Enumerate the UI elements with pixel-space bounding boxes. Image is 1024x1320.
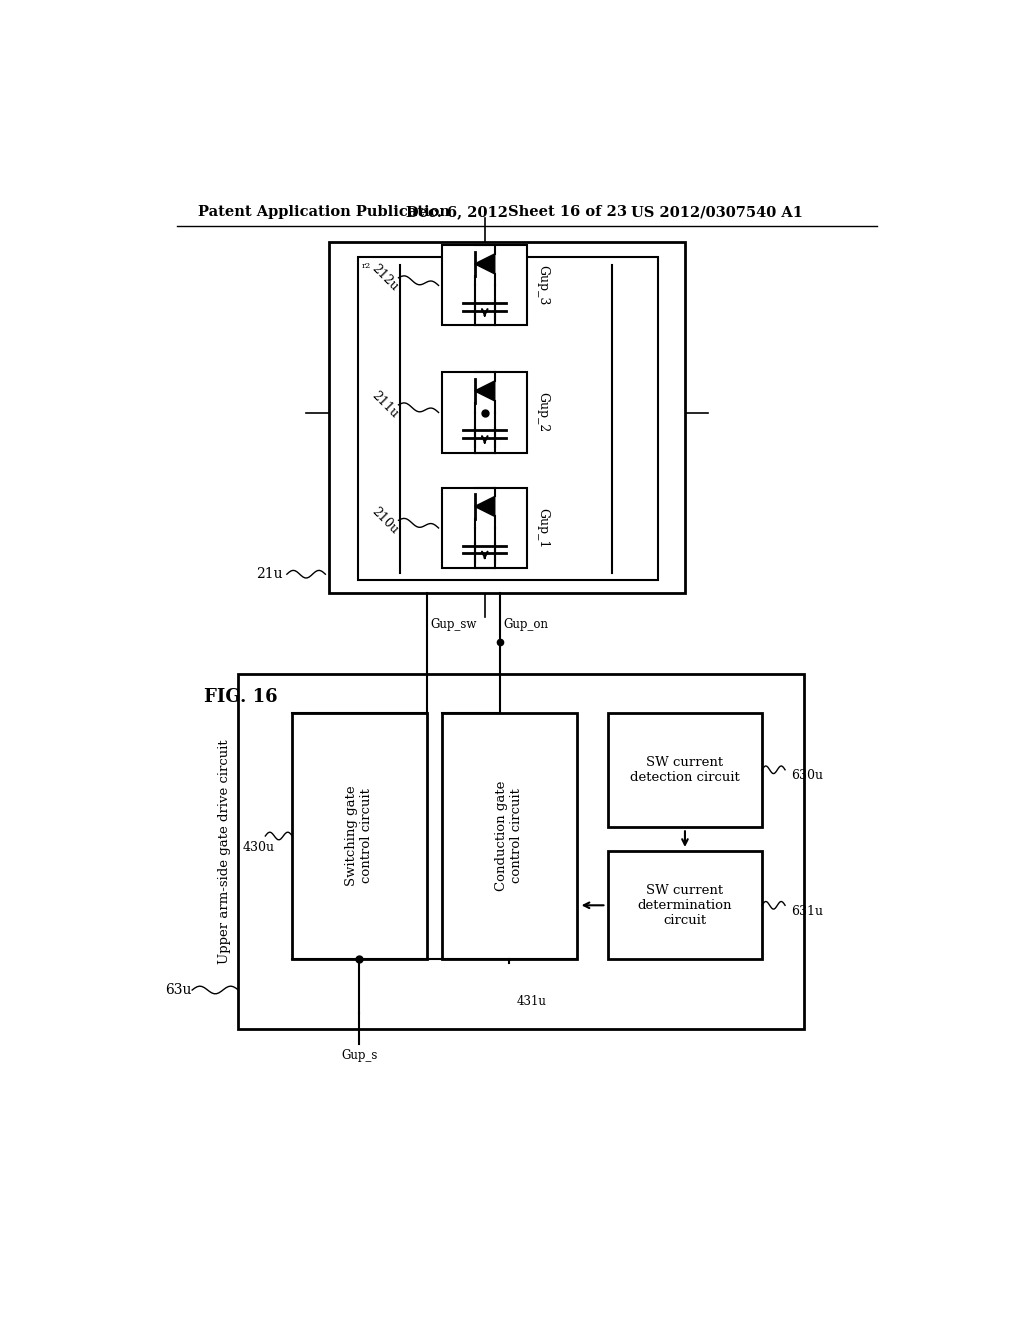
Bar [442, 246, 527, 326]
Text: Sheet 16 of 23: Sheet 16 of 23 [508, 206, 627, 219]
Text: Dec. 6, 2012: Dec. 6, 2012 [407, 206, 508, 219]
Text: Gup_3: Gup_3 [536, 265, 549, 306]
Bar [608, 851, 762, 960]
Text: Gup_s: Gup_s [341, 1049, 378, 1063]
Text: 21u: 21u [256, 568, 283, 581]
Text: US 2012/0307540 A1: US 2012/0307540 A1 [631, 206, 803, 219]
Text: Upper arm-side gate drive circuit: Upper arm-side gate drive circuit [218, 739, 231, 964]
Text: 211u: 211u [369, 389, 400, 421]
Bar [442, 713, 578, 960]
Text: FIG. 16: FIG. 16 [204, 689, 278, 706]
Polygon shape [475, 496, 495, 516]
Polygon shape [475, 253, 495, 275]
Text: Gup_2: Gup_2 [536, 392, 549, 433]
Text: SW current
determination
circuit: SW current determination circuit [638, 884, 732, 927]
Text: 210u: 210u [369, 504, 400, 536]
Text: Gup_1: Gup_1 [536, 508, 549, 548]
Bar [442, 488, 527, 568]
Text: Conduction gate
control circuit: Conduction gate control circuit [496, 781, 523, 891]
Text: 212u: 212u [369, 261, 400, 293]
Text: SW current
detection circuit: SW current detection circuit [630, 756, 739, 784]
Text: 631u: 631u [792, 906, 823, 917]
Text: 63u: 63u [165, 983, 191, 997]
Text: Patent Application Publication: Patent Application Publication [199, 206, 451, 219]
Text: Switching gate
control circuit: Switching gate control circuit [345, 785, 374, 886]
Polygon shape [475, 381, 495, 401]
Text: 431u: 431u [517, 995, 547, 1008]
Bar [442, 372, 527, 453]
Bar [330, 242, 685, 594]
Bar [608, 713, 762, 826]
Text: Gup_on: Gup_on [503, 618, 548, 631]
Text: r2: r2 [361, 263, 371, 271]
Text: 430u: 430u [243, 841, 274, 854]
Bar [357, 257, 658, 581]
Bar [292, 713, 427, 960]
Text: Gup_sw: Gup_sw [430, 618, 476, 631]
Text: 630u: 630u [792, 770, 823, 783]
Bar [239, 675, 804, 1028]
